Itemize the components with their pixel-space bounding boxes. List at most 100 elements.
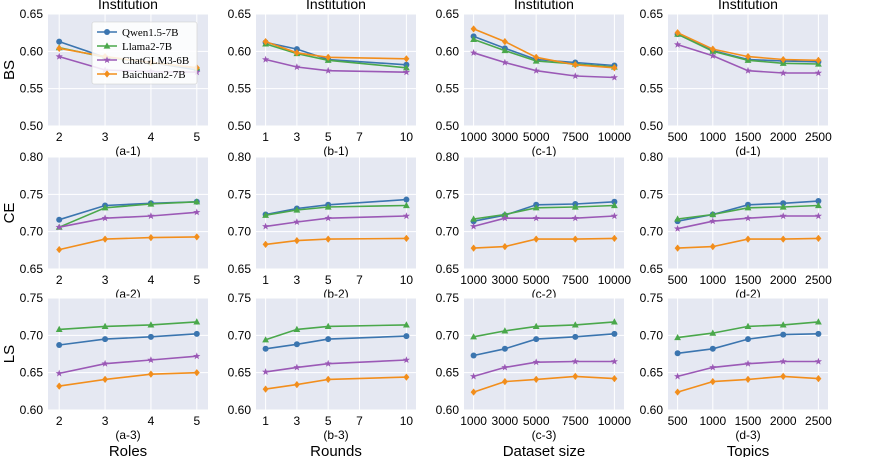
data-point bbox=[572, 372, 579, 380]
x-tick-label: 10000 bbox=[598, 130, 632, 144]
panel-sublabel: (c-1) bbox=[532, 144, 557, 158]
y-tick-label: 0.50 bbox=[20, 119, 44, 133]
x-tick-label: 5000 bbox=[523, 130, 550, 144]
data-point bbox=[262, 55, 270, 63]
x-tick-label: 1500 bbox=[735, 273, 762, 287]
data-point bbox=[193, 318, 201, 325]
panel-d-3: 0.60 0.65 0.70 0.75 500 1000 1500 2000 2500 (d-3)… bbox=[640, 291, 832, 457]
y-tick-label: 0.75 bbox=[20, 291, 44, 305]
data-point bbox=[403, 321, 410, 328]
data-point bbox=[55, 52, 63, 60]
data-point bbox=[674, 215, 681, 222]
data-point bbox=[403, 64, 410, 71]
data-point bbox=[193, 330, 200, 337]
data-point bbox=[470, 222, 478, 230]
data-point bbox=[532, 204, 540, 211]
y-tick-label: 0.70 bbox=[436, 225, 460, 239]
x-tick-label: 3 bbox=[102, 273, 109, 287]
data-point bbox=[571, 321, 579, 328]
data-point bbox=[571, 203, 579, 210]
data-point bbox=[56, 382, 63, 390]
data-point bbox=[709, 243, 716, 251]
data-point bbox=[744, 214, 752, 222]
x-tick-label: 5 bbox=[193, 130, 200, 144]
data-point bbox=[470, 333, 477, 340]
y-tick-label: 0.70 bbox=[20, 328, 44, 342]
x-axis-label: Roles bbox=[109, 443, 147, 457]
data-point bbox=[611, 330, 618, 337]
x-tick-label: 10 bbox=[400, 130, 414, 144]
data-point bbox=[470, 25, 477, 33]
data-point bbox=[470, 372, 478, 380]
data-point bbox=[324, 322, 332, 329]
data-point bbox=[709, 210, 717, 218]
x-tick-label: 7500 bbox=[562, 130, 589, 144]
x-tick-label: 3000 bbox=[492, 414, 519, 428]
x-tick-label: 2500 bbox=[805, 273, 832, 287]
data-point bbox=[293, 206, 301, 213]
data-point bbox=[102, 375, 109, 383]
data-point bbox=[293, 63, 301, 71]
data-point bbox=[101, 204, 109, 211]
data-point bbox=[501, 58, 509, 66]
data-point bbox=[611, 318, 618, 325]
series-line bbox=[265, 58, 407, 73]
x-tick-label: 2500 bbox=[805, 414, 832, 428]
y-tick-label: 0.60 bbox=[640, 403, 664, 417]
data-point bbox=[572, 333, 579, 340]
data-point bbox=[402, 356, 410, 363]
x-tick-label: 7500 bbox=[562, 414, 589, 428]
y-tick-label: 0.75 bbox=[228, 187, 252, 201]
data-point bbox=[533, 53, 540, 61]
data-point bbox=[262, 385, 269, 393]
y-tick-label: 0.70 bbox=[436, 328, 460, 342]
y-tick-label: 0.80 bbox=[20, 150, 44, 164]
data-point bbox=[262, 240, 269, 248]
y-tick-label: 0.65 bbox=[20, 262, 44, 276]
x-tick-label: 1000 bbox=[699, 414, 726, 428]
data-point bbox=[571, 357, 579, 365]
data-point bbox=[709, 378, 716, 386]
data-point bbox=[193, 208, 201, 216]
y-tick-label: 0.50 bbox=[228, 119, 252, 133]
y-tick-label: 0.65 bbox=[228, 366, 252, 380]
x-tick-label: 3 bbox=[294, 130, 301, 144]
data-point bbox=[101, 214, 109, 222]
data-point bbox=[102, 235, 109, 243]
data-point bbox=[470, 352, 477, 359]
data-point bbox=[293, 363, 301, 371]
data-point bbox=[56, 216, 63, 223]
data-point bbox=[674, 372, 682, 380]
y-tick-label: 0.75 bbox=[20, 187, 44, 201]
data-point bbox=[147, 370, 154, 378]
y-axis-label: BS bbox=[1, 60, 18, 80]
y-tick-label: 0.70 bbox=[228, 328, 252, 342]
data-point bbox=[744, 359, 752, 367]
legend-marker bbox=[104, 70, 110, 78]
data-point bbox=[56, 342, 63, 349]
data-point bbox=[293, 237, 300, 245]
data-point bbox=[815, 318, 822, 325]
plot-area bbox=[464, 298, 624, 410]
data-point bbox=[470, 244, 477, 252]
data-point bbox=[610, 212, 618, 220]
y-tick-label: 0.65 bbox=[228, 262, 252, 276]
y-tick-label: 0.80 bbox=[640, 150, 664, 164]
panel-sublabel: (b-3) bbox=[323, 428, 348, 442]
y-tick-label: 0.60 bbox=[228, 403, 252, 417]
plot-area bbox=[48, 298, 208, 410]
series-line bbox=[265, 43, 407, 69]
x-tick-label: 7 bbox=[356, 414, 363, 428]
data-point bbox=[501, 214, 509, 222]
data-point bbox=[56, 245, 63, 254]
data-point bbox=[470, 388, 477, 396]
data-point bbox=[815, 234, 822, 242]
series-line bbox=[59, 236, 197, 251]
plot-area bbox=[256, 14, 416, 126]
data-point bbox=[780, 55, 787, 64]
x-tick-label: 1000 bbox=[460, 273, 487, 287]
y-tick-label: 0.60 bbox=[640, 44, 664, 58]
x-tick-label: 5 bbox=[325, 130, 332, 144]
